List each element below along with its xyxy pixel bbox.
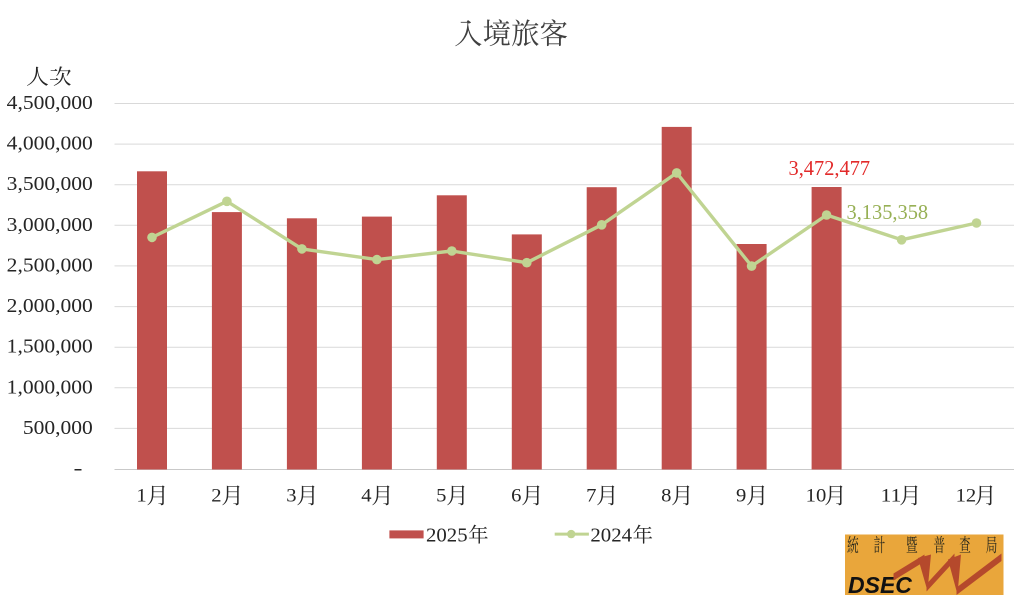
svg-text:4: 4 bbox=[361, 486, 372, 507]
svg-text:500,000: 500,000 bbox=[23, 417, 93, 439]
svg-text:12: 12 bbox=[956, 486, 977, 507]
svg-text:7: 7 bbox=[586, 486, 597, 507]
svg-text:2,500,000: 2,500,000 bbox=[7, 254, 93, 276]
svg-text:1,000,000: 1,000,000 bbox=[7, 376, 93, 398]
svg-text:9: 9 bbox=[736, 486, 746, 507]
svg-text:-: - bbox=[74, 458, 83, 480]
svg-text:3: 3 bbox=[286, 486, 296, 507]
svg-text:3,500,000: 3,500,000 bbox=[7, 173, 93, 195]
svg-text:1,500,000: 1,500,000 bbox=[7, 336, 93, 358]
svg-text:3,135,358: 3,135,358 bbox=[847, 202, 929, 224]
svg-text:4,500,000: 4,500,000 bbox=[7, 92, 93, 114]
svg-text:1: 1 bbox=[136, 486, 146, 507]
svg-text:4,000,000: 4,000,000 bbox=[7, 133, 93, 155]
svg-text:6: 6 bbox=[511, 486, 522, 507]
svg-text:2,000,000: 2,000,000 bbox=[7, 295, 93, 317]
svg-text:8: 8 bbox=[661, 486, 671, 507]
svg-text:DSEC: DSEC bbox=[848, 572, 912, 598]
svg-text:2025: 2025 bbox=[426, 526, 468, 547]
svg-text:2024: 2024 bbox=[590, 526, 632, 547]
svg-text:11: 11 bbox=[881, 486, 902, 507]
svg-text:3,472,477: 3,472,477 bbox=[789, 158, 871, 180]
svg-text:3,000,000: 3,000,000 bbox=[7, 214, 93, 236]
svg-text:5: 5 bbox=[436, 486, 446, 507]
svg-text:10: 10 bbox=[806, 486, 827, 507]
svg-text:2: 2 bbox=[211, 486, 221, 507]
